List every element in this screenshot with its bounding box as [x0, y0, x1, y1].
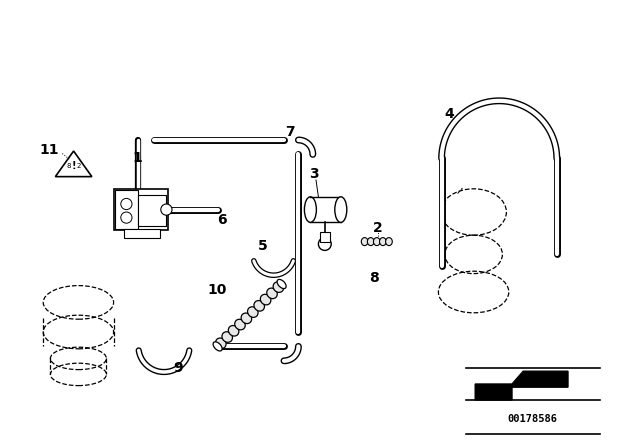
Bar	[114, 189, 168, 230]
Text: 10: 10	[208, 283, 227, 297]
Text: 5: 5	[257, 239, 268, 254]
Text: !: !	[71, 160, 76, 171]
Polygon shape	[476, 371, 568, 400]
Text: 2: 2	[76, 163, 81, 168]
Bar	[124, 229, 160, 238]
Text: 8: 8	[369, 271, 380, 285]
Ellipse shape	[335, 197, 347, 222]
Circle shape	[121, 212, 132, 223]
Text: 9: 9	[173, 361, 182, 375]
Text: 2: 2	[372, 221, 383, 235]
Ellipse shape	[380, 237, 386, 246]
Ellipse shape	[305, 197, 316, 222]
Ellipse shape	[367, 237, 374, 246]
Bar	[310, 197, 340, 222]
FancyBboxPatch shape	[320, 232, 330, 241]
Text: 7: 7	[285, 125, 294, 139]
Text: 00178586: 00178586	[508, 414, 558, 424]
Ellipse shape	[248, 307, 258, 317]
Ellipse shape	[362, 237, 368, 246]
Text: 8: 8	[67, 163, 71, 168]
Ellipse shape	[235, 319, 245, 330]
Ellipse shape	[273, 282, 284, 293]
Bar	[138, 195, 166, 226]
Bar	[115, 190, 138, 229]
Ellipse shape	[374, 237, 380, 246]
Text: 6: 6	[218, 213, 227, 227]
Ellipse shape	[267, 288, 277, 299]
Ellipse shape	[260, 294, 271, 305]
Circle shape	[319, 237, 332, 250]
Text: 1: 1	[132, 151, 143, 165]
Circle shape	[161, 204, 172, 215]
Text: 4: 4	[445, 107, 454, 121]
Ellipse shape	[241, 313, 252, 323]
Ellipse shape	[254, 301, 264, 311]
Text: 3: 3	[308, 168, 319, 181]
Ellipse shape	[213, 342, 222, 351]
Ellipse shape	[277, 280, 286, 289]
Circle shape	[121, 198, 132, 210]
Ellipse shape	[222, 332, 232, 342]
Ellipse shape	[386, 237, 392, 246]
Ellipse shape	[216, 338, 226, 349]
Text: 11: 11	[40, 143, 60, 157]
Ellipse shape	[228, 326, 239, 336]
